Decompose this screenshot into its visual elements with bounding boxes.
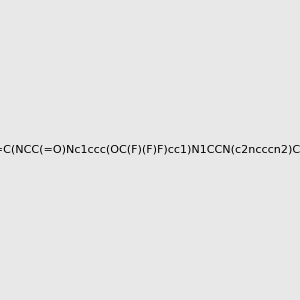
- Text: O=C(NCC(=O)Nc1ccc(OC(F)(F)F)cc1)N1CCN(c2ncccn2)CC1: O=C(NCC(=O)Nc1ccc(OC(F)(F)F)cc1)N1CCN(c2…: [0, 145, 300, 155]
